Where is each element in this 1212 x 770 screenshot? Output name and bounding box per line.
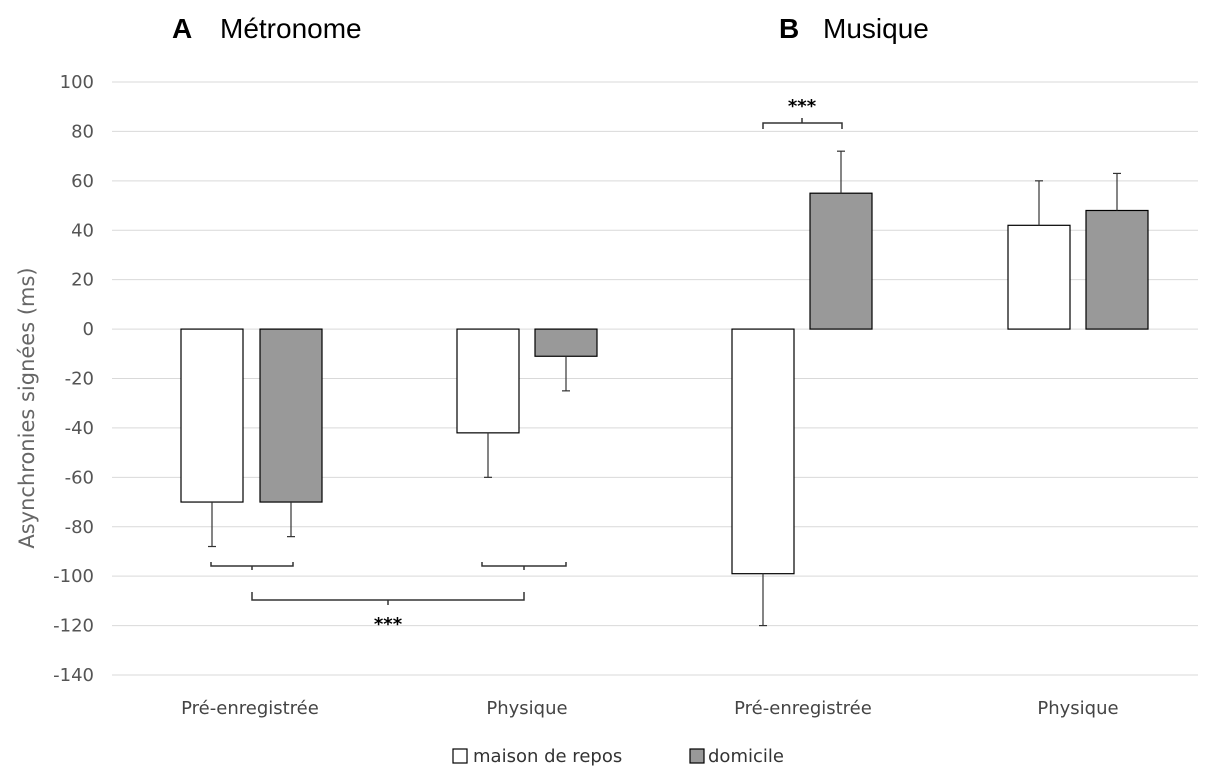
y-tick-label: 60 xyxy=(71,171,94,192)
bar xyxy=(1085,209,1149,330)
bar xyxy=(1007,224,1071,330)
legend-swatch-maison xyxy=(452,748,468,764)
bar xyxy=(180,328,244,503)
significance-b: *** xyxy=(788,96,817,117)
bracket-a-physique xyxy=(481,562,567,567)
category-label-a-physique: Physique xyxy=(486,698,567,719)
bracket-b-pre xyxy=(762,122,843,129)
category-label-a-pre: Pré-enregistrée xyxy=(181,698,319,719)
category-label-b-pre: Pré-enregistrée xyxy=(734,698,872,719)
y-tick-label: -80 xyxy=(65,517,94,538)
y-tick-label: -140 xyxy=(53,665,94,686)
bar xyxy=(534,328,598,357)
y-tick-label: 0 xyxy=(83,319,94,340)
legend: maison de repos domicile xyxy=(452,746,784,767)
bar xyxy=(259,328,323,503)
y-tick-label: 100 xyxy=(60,72,94,93)
panel-b-letter: B xyxy=(779,13,799,44)
y-tick-label: -120 xyxy=(53,616,94,637)
bar xyxy=(731,328,795,575)
y-axis-label: Asynchronies signées (ms) xyxy=(15,267,39,548)
y-tick-label: -40 xyxy=(65,418,94,439)
y-tick-label: 20 xyxy=(71,270,94,291)
bars xyxy=(180,192,1149,575)
panel-b-title: Musique xyxy=(823,13,929,44)
y-tick-label: 80 xyxy=(71,121,94,142)
y-tick-label: -60 xyxy=(65,467,94,488)
error-bars xyxy=(208,150,1121,627)
panel-a-title: Métronome xyxy=(220,13,362,44)
bar xyxy=(456,328,520,434)
bar xyxy=(809,192,873,330)
bracket-a-main xyxy=(251,592,525,601)
y-tick-label: -100 xyxy=(53,566,94,587)
y-tick-label: -20 xyxy=(65,369,94,390)
legend-label-maison: maison de repos xyxy=(473,746,622,767)
legend-swatch-domicile xyxy=(689,748,705,764)
category-label-b-physique: Physique xyxy=(1037,698,1118,719)
panel-a-letter: A xyxy=(172,13,192,44)
y-axis-ticks: 100 80 60 40 20 0 -20 -40 -60 -80 -100 -120 -140 xyxy=(53,72,94,686)
significance-brackets: *** *** xyxy=(210,96,843,635)
bracket-a-pre xyxy=(210,562,294,567)
y-tick-label: 40 xyxy=(71,220,94,241)
significance-a: *** xyxy=(374,614,403,635)
legend-label-domicile: domicile xyxy=(708,746,784,767)
